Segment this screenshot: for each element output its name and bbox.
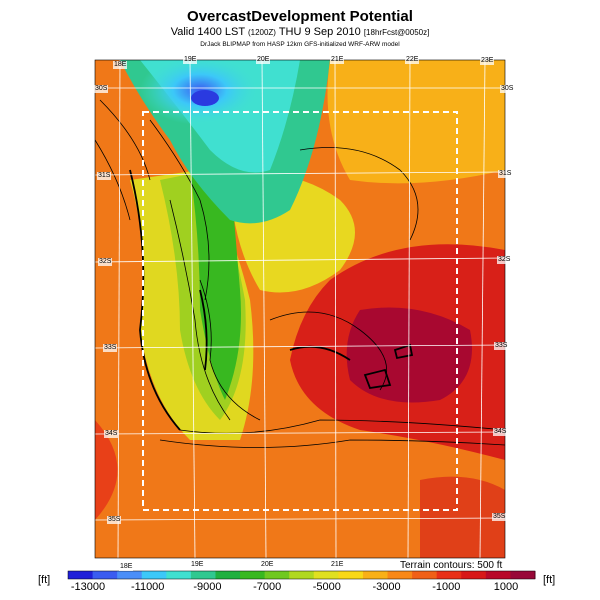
legend-swatch: [436, 571, 462, 579]
right-lat-label: 33S: [494, 342, 509, 350]
bottom-lon-label: 18E: [119, 563, 134, 571]
legend-swatch: [215, 571, 241, 579]
legend-tick: -1000: [432, 581, 461, 593]
right-lat-label: 32S: [497, 256, 512, 264]
legend-unit-right: [ft]: [543, 574, 556, 586]
left-lat-label: 30S: [94, 85, 109, 93]
top-lon-label: 22E: [405, 56, 420, 64]
forecast-date: THU 9 Sep 2010: [278, 26, 361, 38]
right-lat-label: 30S: [500, 85, 515, 93]
right-lat-label: 35S: [492, 513, 507, 521]
legend-swatch: [141, 571, 167, 579]
legend-swatch: [117, 571, 143, 579]
utc-time: (1200Z): [247, 28, 276, 37]
legend-unit-left: [ft]: [38, 574, 51, 586]
legend-swatch: [338, 571, 364, 579]
legend-tick: -11000: [130, 581, 165, 593]
bottom-lon-label: 21E: [330, 561, 345, 569]
page-subtitle: Valid 1400 LST (1200Z) THU 9 Sep 2010 [1…: [0, 26, 600, 38]
map-field: [95, 60, 505, 558]
left-lat-label: 35S: [107, 516, 122, 524]
valid-time: Valid 1400 LST: [170, 26, 245, 38]
legend-swatch: [240, 571, 266, 579]
legend-tick: -9000: [193, 581, 222, 593]
top-lon-label: 19E: [183, 56, 198, 64]
legend-tick: -5000: [312, 581, 341, 593]
terrain-contour-note: Terrain contours: 500 ft: [400, 560, 503, 571]
bottom-lon-label: 19E: [190, 561, 205, 569]
legend-tick: 1000: [493, 581, 519, 593]
left-lat-label: 31S: [97, 172, 112, 180]
legend-swatch: [264, 571, 290, 579]
legend-swatch: [485, 571, 511, 579]
legend-swatch: [92, 571, 118, 579]
legend-swatch: [190, 571, 216, 579]
legend-swatch: [412, 571, 438, 579]
bottom-lon-label: 20E: [260, 561, 275, 569]
forecast-run: [18hrFcst@0050z]: [363, 28, 430, 37]
color-legend: [67, 570, 536, 580]
top-lon-label: 23E: [480, 57, 495, 65]
legend-tick: -13000: [70, 581, 106, 593]
legend-swatch: [461, 571, 487, 579]
top-lon-label: 20E: [256, 56, 271, 64]
model-credit: DrJack BLIPMAP from HASP 12km GFS-initia…: [200, 41, 400, 48]
top-lon-label: 21E: [330, 56, 345, 64]
legend-tick: -3000: [372, 581, 401, 593]
legend-swatch: [510, 571, 536, 579]
legend-tick: -7000: [253, 581, 282, 593]
right-lat-label: 34S: [493, 428, 508, 436]
legend-border: [67, 570, 536, 580]
top-lon-label: 18E: [113, 61, 128, 69]
page-title: OvercastDevelopment Potential: [187, 8, 413, 25]
legend-swatch: [387, 571, 413, 579]
legend-swatch: [68, 571, 94, 579]
legend-swatch: [289, 571, 315, 579]
left-lat-label: 33S: [103, 344, 118, 352]
left-lat-label: 34S: [104, 430, 119, 438]
right-lat-label: 31S: [498, 170, 513, 178]
left-lat-label: 32S: [98, 258, 113, 266]
legend-swatch: [313, 571, 339, 579]
legend-swatch: [166, 571, 192, 579]
legend-swatch: [362, 571, 389, 579]
